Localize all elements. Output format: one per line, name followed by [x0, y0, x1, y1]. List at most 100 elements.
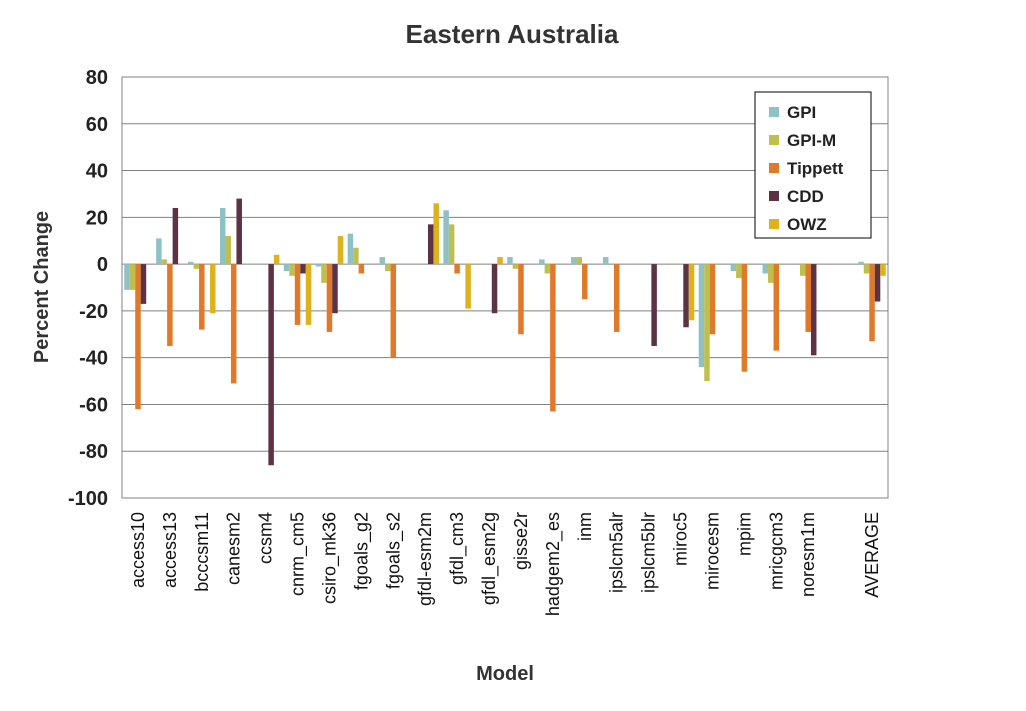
y-tick-label: -40 — [79, 348, 108, 370]
y-ticks: 80 60 40 20 0 -20 -40 -60 -80 -100 — [68, 67, 108, 510]
bar — [874, 264, 881, 302]
bar — [358, 264, 365, 274]
bar — [869, 264, 875, 342]
bar — [741, 264, 748, 372]
bar — [512, 264, 519, 269]
x-tick-label: ipslcm5blr — [639, 512, 659, 593]
x-tick-label: mirocesm — [702, 512, 722, 590]
x-tick-label: access10 — [128, 512, 148, 588]
bar — [539, 259, 545, 265]
x-tick-label: gfdl-esm2m — [415, 512, 435, 606]
bar — [219, 207, 226, 265]
bar — [651, 264, 657, 346]
x-tick-label: mricgcm3 — [766, 512, 786, 590]
legend-swatch — [769, 191, 779, 201]
bar — [433, 203, 439, 265]
legend-label: Tippett — [787, 159, 844, 178]
x-tick-label: noresm1m — [798, 512, 818, 597]
x-tick-label: mpim — [734, 512, 754, 556]
bar — [582, 264, 588, 300]
legend: GPI GPI-M Tippett CDD OWZ — [754, 91, 872, 239]
bar — [454, 264, 460, 274]
x-tick-label: bcccsm11 — [192, 512, 212, 592]
bar — [140, 264, 147, 304]
bar — [704, 264, 710, 382]
bar — [448, 224, 455, 265]
bar — [161, 259, 168, 265]
legend-swatch — [769, 163, 779, 173]
bar — [294, 264, 301, 325]
bar — [289, 264, 295, 276]
bar — [315, 264, 322, 267]
x-tick-label: access13 — [160, 512, 180, 588]
x-tick-label: cnrm_cm5 — [288, 512, 309, 596]
bar — [156, 238, 162, 265]
bar — [730, 264, 737, 272]
bar — [210, 264, 216, 314]
x-tick-label: gfdl_esm2g — [479, 512, 500, 605]
bar — [602, 257, 609, 265]
legend-label: GPI-M — [787, 131, 836, 150]
y-tick-label: -20 — [79, 301, 108, 323]
y-tick-label: 40 — [86, 161, 108, 183]
bar — [773, 264, 780, 351]
bar — [379, 257, 386, 265]
bar — [172, 207, 179, 265]
x-tick-label: ccsm4 — [256, 512, 276, 564]
bar — [129, 264, 136, 290]
bar — [347, 233, 354, 265]
bar — [193, 264, 200, 269]
bar — [858, 261, 864, 265]
bar — [230, 264, 237, 384]
legend-swatch — [769, 219, 779, 229]
bar — [199, 264, 205, 330]
x-tick-label: fgoals_s2 — [383, 512, 404, 589]
bar — [576, 257, 583, 265]
x-tick-label: fgoals_g2 — [351, 512, 372, 590]
bar — [326, 264, 333, 332]
bar — [799, 264, 806, 276]
bar — [863, 264, 870, 274]
bar — [443, 210, 449, 265]
bar — [337, 236, 344, 265]
bar — [353, 247, 359, 265]
x-tick-label: AVERAGE — [862, 512, 882, 598]
bar — [497, 257, 503, 265]
bars — [124, 198, 886, 466]
bar — [709, 264, 716, 335]
x-tick-label: gisse2r — [511, 512, 531, 570]
x-tick-label: csiro_mk36 — [319, 512, 340, 604]
bar — [188, 261, 194, 265]
bar — [810, 264, 817, 356]
bar — [762, 264, 769, 274]
bar — [305, 264, 312, 325]
bar — [544, 264, 551, 274]
chart-title: Eastern Australia — [406, 19, 619, 49]
bar — [465, 264, 471, 309]
y-tick-label: -60 — [79, 394, 108, 416]
y-tick-label: 80 — [86, 67, 108, 89]
x-tick-label: gfdl_cm3 — [447, 512, 468, 585]
bar — [135, 264, 141, 410]
bar — [321, 264, 327, 283]
bar — [236, 198, 242, 265]
bar — [683, 264, 689, 328]
bar — [491, 264, 498, 314]
x-tick-label: hadgem2_es — [543, 512, 564, 616]
bar — [390, 264, 397, 358]
x-ticks: access10 access13 bcccsm11 canesm2 ccsm4 cnrm… — [128, 512, 882, 616]
y-tick-label: 60 — [86, 114, 108, 136]
bar — [518, 264, 524, 335]
bar — [268, 264, 274, 466]
bar — [880, 264, 886, 276]
bar — [385, 264, 391, 272]
bar — [768, 264, 774, 283]
y-axis-title: Percent Change — [31, 211, 53, 363]
x-tick-label: canesm2 — [224, 512, 244, 585]
y-tick-label: -100 — [68, 488, 108, 510]
bar — [698, 264, 705, 368]
bar — [300, 264, 306, 274]
bar — [283, 264, 290, 272]
bar — [688, 264, 695, 321]
x-tick-label: miroc5 — [671, 512, 691, 566]
